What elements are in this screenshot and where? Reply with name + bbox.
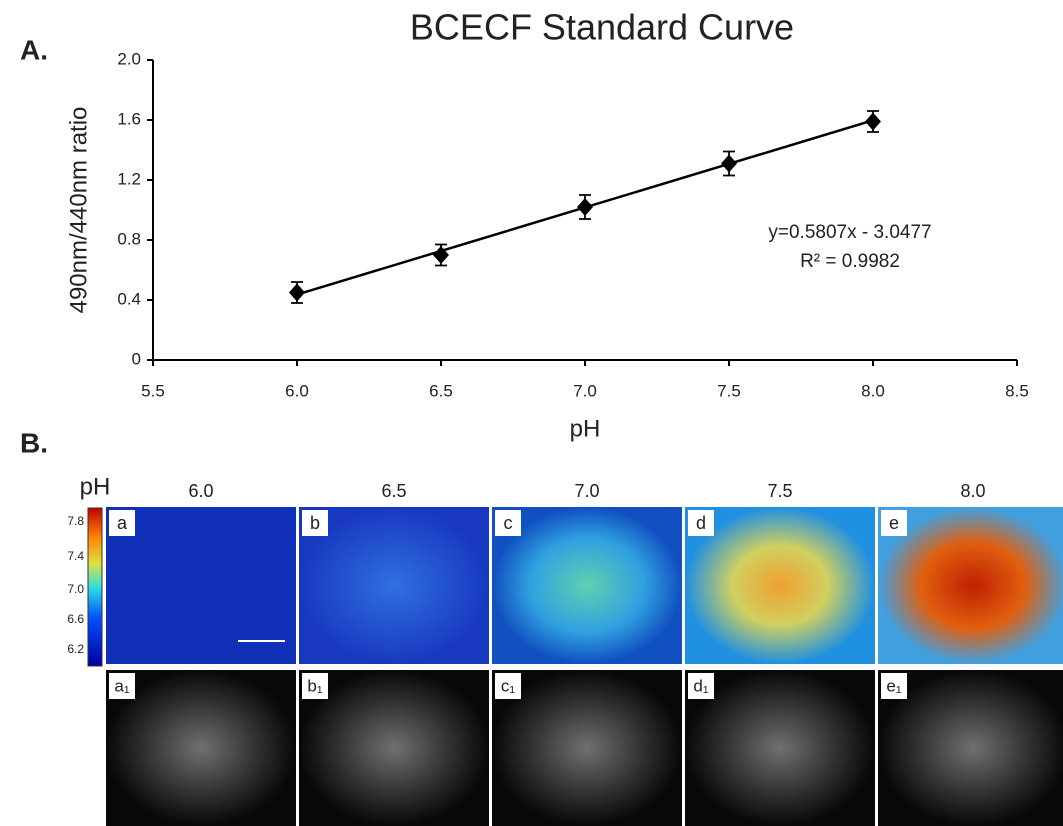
r-squared: R² = 0.9982 <box>800 251 900 272</box>
colorbar-tick-label: 6.2 <box>67 642 84 656</box>
panel-letter: b <box>310 513 320 533</box>
panel-letter: a <box>117 513 128 533</box>
panel-letter: e <box>889 513 899 533</box>
x-axis-label: pH <box>570 415 601 442</box>
colorbar-title: pH <box>80 473 111 500</box>
panel-letter: c <box>504 513 513 533</box>
panel-letter: b₁ <box>307 676 322 695</box>
chart-title: BCECF Standard Curve <box>410 7 794 48</box>
label-box <box>495 673 521 699</box>
y-tick-label: 1.2 <box>117 169 141 188</box>
column-label: 7.5 <box>767 481 792 501</box>
x-tick-label: 7.5 <box>717 381 741 400</box>
label-box <box>688 510 714 536</box>
grayscale-image <box>878 670 1063 826</box>
colorbar-tick-label: 6.6 <box>67 612 84 626</box>
grayscale-image <box>299 670 489 826</box>
data-point <box>433 246 449 264</box>
x-tick-label: 5.5 <box>141 381 165 400</box>
data-point <box>721 154 737 173</box>
label-box <box>109 510 135 536</box>
fluorescence-image <box>299 507 489 664</box>
fluorescence-image <box>685 507 875 664</box>
x-tick-label: 8.0 <box>861 381 885 400</box>
image-panels: 7.8 7.4 7.0 6.6 6.2 6.0 a a₁ 6.5 b b₁ 7.0 c c₁ 7.5 d d₁ 8… <box>67 481 1063 826</box>
fluorescence-image <box>492 507 682 664</box>
colorbar-tick-label: 7.4 <box>67 549 84 563</box>
column-label: 6.0 <box>188 481 213 501</box>
panel-letter: a₁ <box>114 676 129 695</box>
data-point <box>865 112 881 131</box>
column-label: 7.0 <box>574 481 599 501</box>
panel-letter: d <box>696 513 706 533</box>
colorbar-tick-label: 7.8 <box>67 514 84 528</box>
label-box <box>302 673 328 699</box>
x-tick-label: 8.5 <box>1005 381 1029 400</box>
x-tick-label: 7.0 <box>573 381 597 400</box>
colorbar <box>87 507 103 667</box>
colorbar-tick-label: 7.0 <box>67 582 84 596</box>
data-point <box>577 198 593 216</box>
equation: y=0.5807x - 3.0477 <box>768 222 931 243</box>
y-tick-label: 1.6 <box>117 109 141 128</box>
data-point <box>289 283 305 302</box>
x-tick-label: 6.5 <box>429 381 453 400</box>
y-tick-label: 2.0 <box>117 49 141 68</box>
column-label: 8.0 <box>960 481 985 501</box>
grayscale-image <box>106 670 296 826</box>
label-box <box>881 673 907 699</box>
fluorescence-image <box>106 507 296 664</box>
grayscale-image <box>492 670 682 826</box>
panel-letter: d₁ <box>693 676 708 695</box>
fluorescence-image <box>878 507 1063 664</box>
x-tick-label: 6.0 <box>285 381 309 400</box>
column-label: 6.5 <box>381 481 406 501</box>
label-box <box>302 510 328 536</box>
y-tick-label: 0.4 <box>117 289 141 308</box>
panel-label: B. <box>20 427 48 458</box>
label-box <box>495 510 521 536</box>
y-tick-label: 0 <box>132 349 141 368</box>
panel-letter: e₁ <box>886 676 901 695</box>
y-axis-label: 490nm/440nm ratio <box>65 107 92 314</box>
label-box <box>881 510 907 536</box>
label-box <box>688 673 714 699</box>
panel-letter: c₁ <box>501 676 516 695</box>
y-tick-label: 0.8 <box>117 229 141 248</box>
panel-label: A. <box>20 34 48 65</box>
label-box <box>109 673 135 699</box>
grayscale-image <box>685 670 875 826</box>
